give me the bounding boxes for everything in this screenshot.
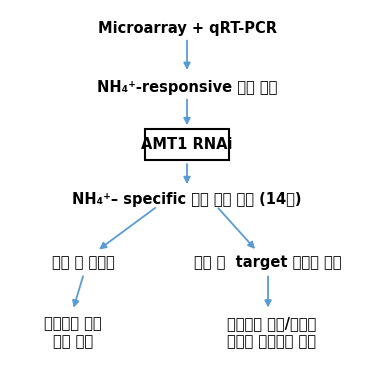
Text: AMT1 RNAi: AMT1 RNAi (141, 137, 233, 152)
Text: 기능 및  target 유전자 동정: 기능 및 target 유전자 동정 (194, 255, 342, 270)
Text: NH₄⁺– specific 제어 인자 선발 (14개): NH₄⁺– specific 제어 인자 선발 (14개) (72, 192, 302, 208)
Text: 변이 및 과발현: 변이 및 과발현 (52, 255, 115, 270)
Text: Microarray + qRT-PCR: Microarray + qRT-PCR (98, 21, 276, 36)
Text: 암모니었 흡수/동화와
연계된 신호전달 구명: 암모니었 흡수/동화와 연계된 신호전달 구명 (227, 316, 316, 349)
Text: 암모니었 관련
특성 조사: 암모니었 관련 특성 조사 (44, 316, 102, 349)
Text: NH₄⁺-responsive 인자 선발: NH₄⁺-responsive 인자 선발 (97, 80, 277, 95)
